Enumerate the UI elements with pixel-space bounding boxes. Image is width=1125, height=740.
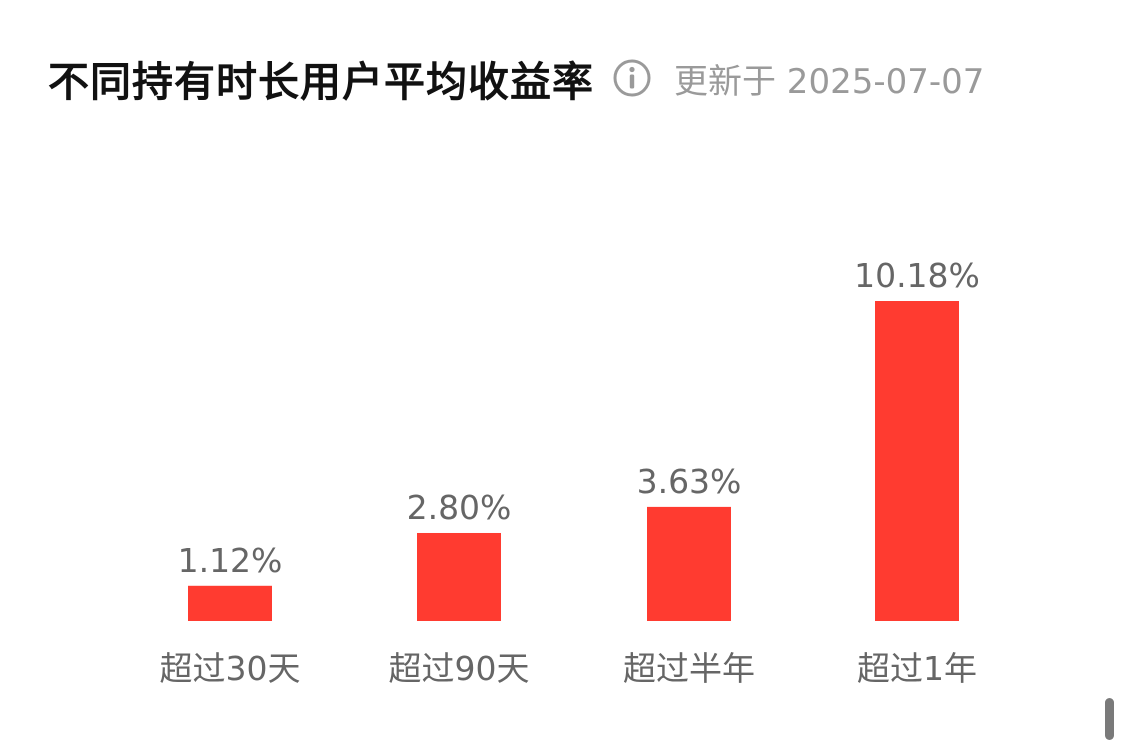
- category-label-2: 超过90天: [389, 649, 530, 688]
- bar-2[interactable]: [417, 532, 501, 621]
- info-circle-icon[interactable]: [612, 58, 652, 98]
- chart-title: 不同持有时长用户平均收益率: [48, 58, 594, 106]
- bar-1[interactable]: [188, 585, 272, 621]
- bar-4[interactable]: [875, 301, 959, 621]
- category-label-1: 超过30天: [160, 649, 301, 688]
- scroll-indicator[interactable]: [1105, 698, 1114, 740]
- category-label-4: 超过1年: [857, 649, 977, 688]
- bar-3[interactable]: [647, 506, 731, 621]
- value-label-1: 1.12%: [178, 541, 283, 580]
- updated-date: 更新于 2025-07-07: [674, 61, 985, 102]
- value-label-2: 2.80%: [407, 488, 512, 527]
- value-label-3: 3.63%: [637, 462, 742, 501]
- value-label-4: 10.18%: [854, 256, 980, 295]
- chart-header: 不同持有时长用户平均收益率 更新于 2025-07-07: [48, 48, 984, 108]
- category-label-3: 超过半年: [623, 649, 755, 688]
